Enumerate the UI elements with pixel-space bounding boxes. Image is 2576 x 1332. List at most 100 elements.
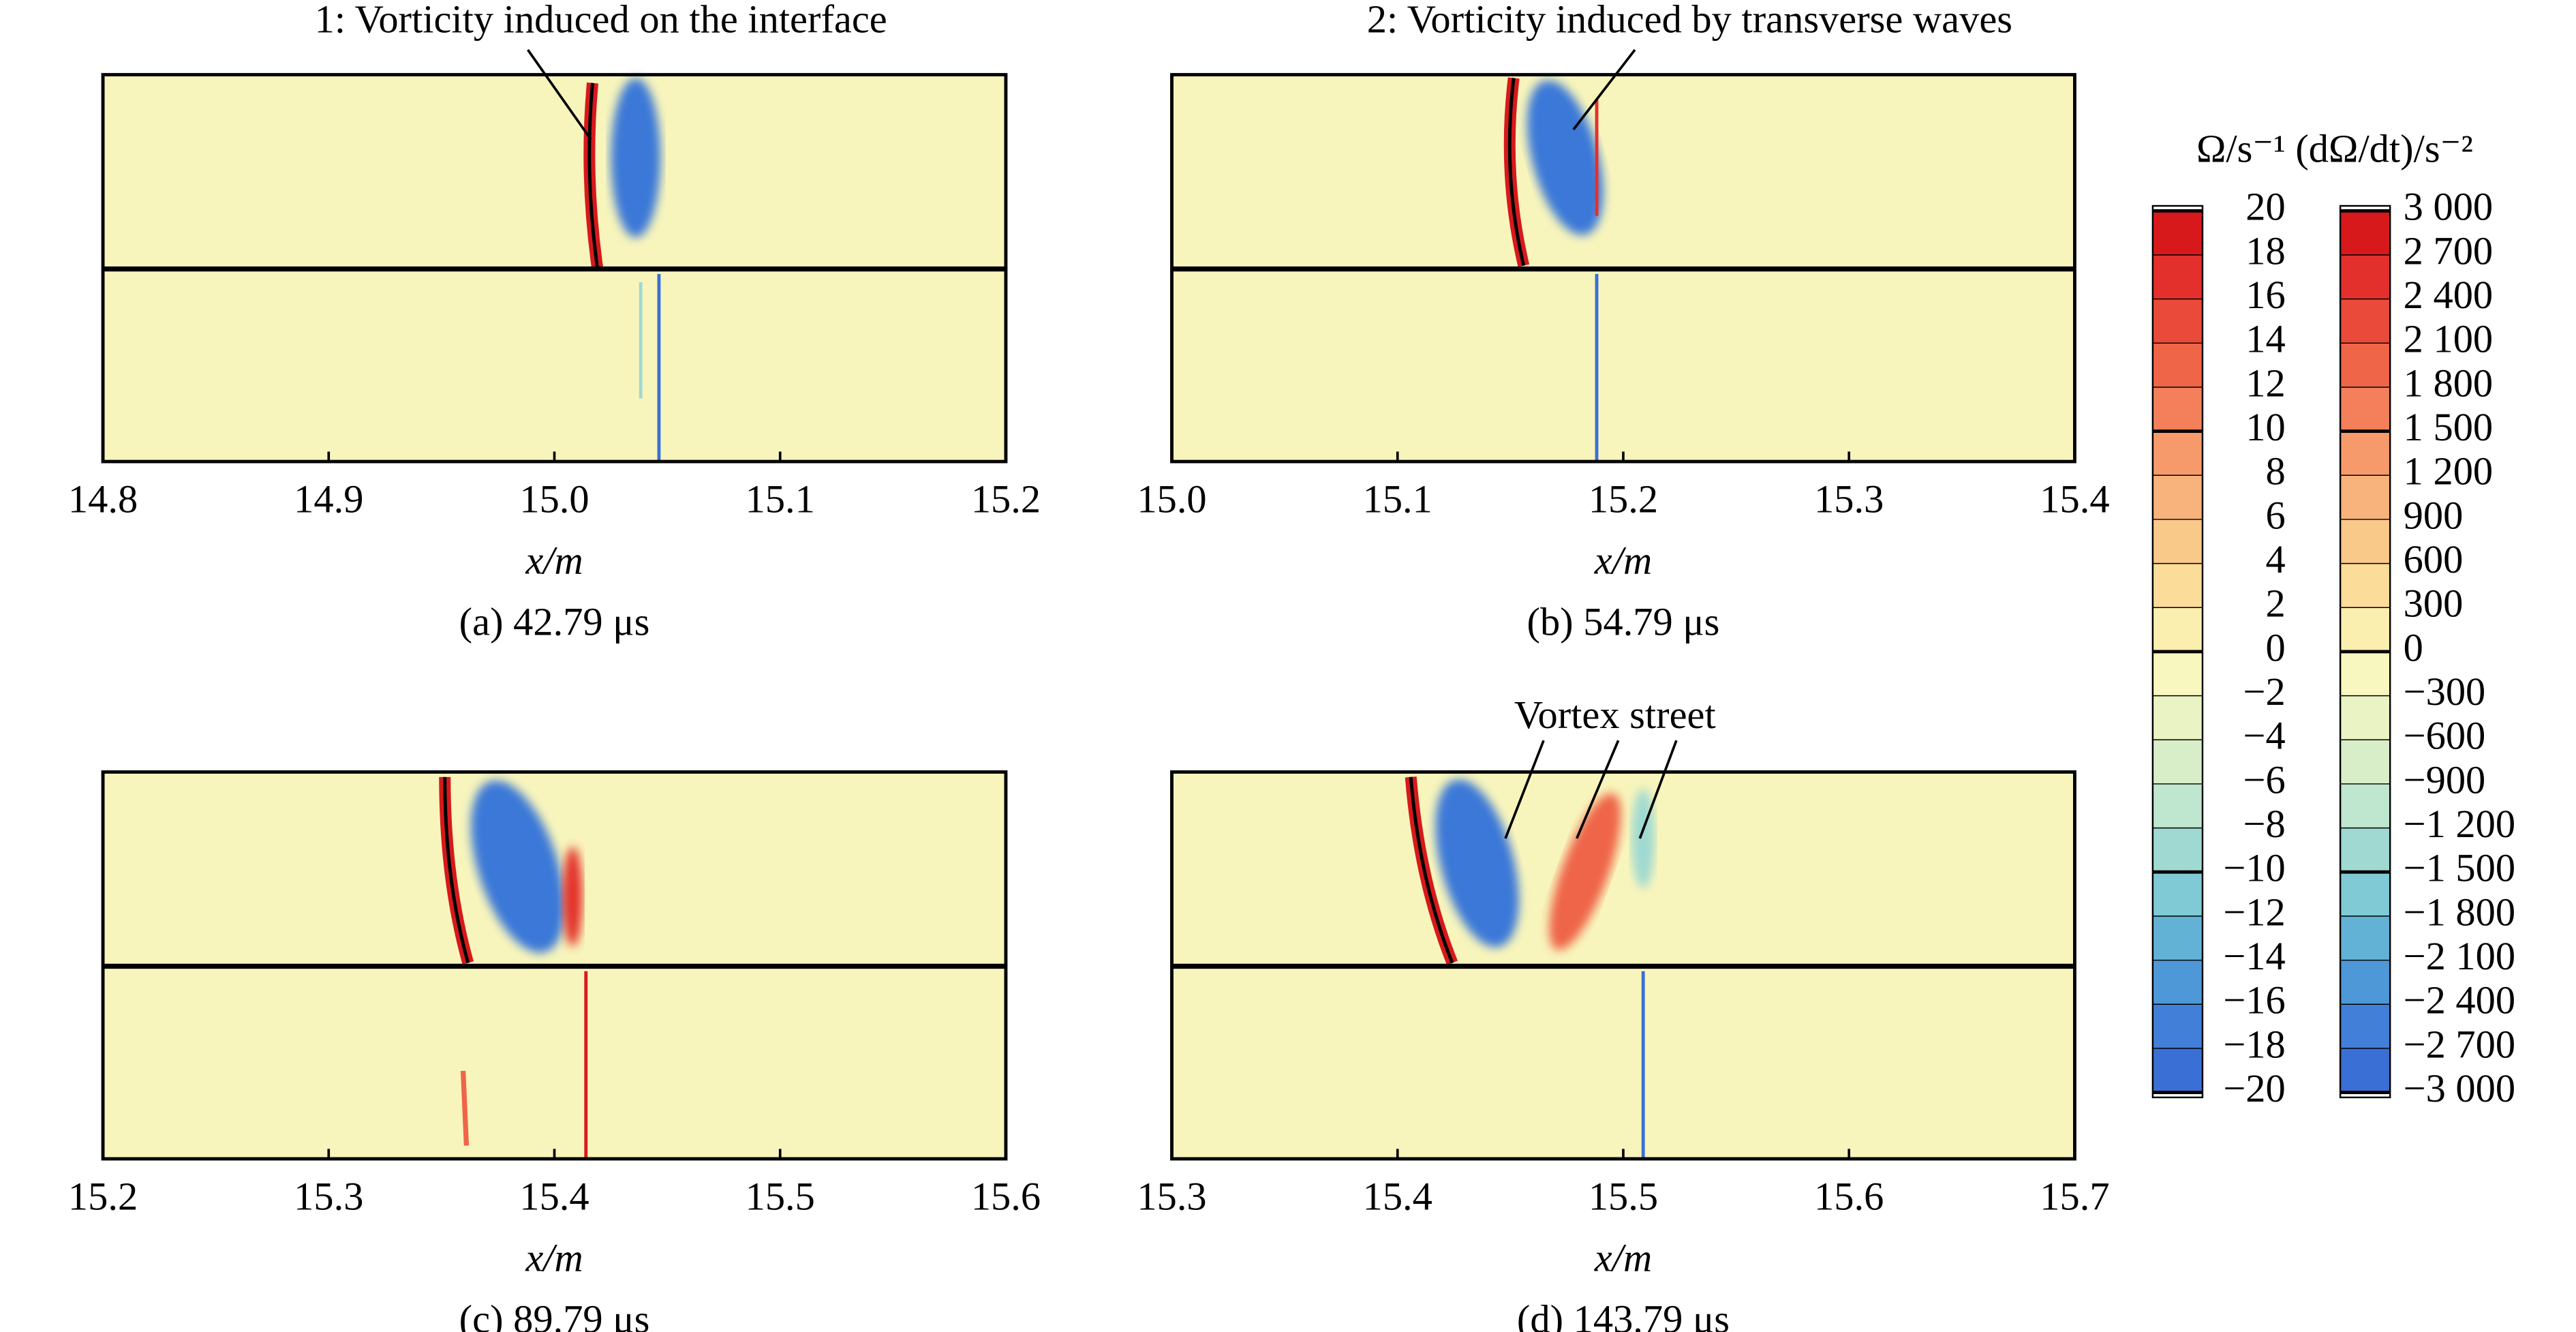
- colorbar-label: −3 000: [2404, 1066, 2515, 1110]
- x-axis-label: x/m: [1594, 538, 1652, 582]
- colorbar-band: [2152, 431, 2203, 476]
- colorbar-band: [2340, 607, 2391, 652]
- x-tick-label: 15.7: [2040, 1174, 2109, 1218]
- caption: (c) 89.79 μs: [459, 1297, 650, 1332]
- colorbar-band: [2152, 387, 2203, 432]
- leader-line: [1504, 740, 1545, 839]
- leader-line: [1572, 48, 1636, 131]
- x-tick-label: 14.8: [68, 476, 138, 521]
- colorbar-label: 1 200: [2404, 449, 2493, 494]
- colorbar-label: −16: [2223, 978, 2285, 1023]
- colorbar-label: 3 000: [2404, 185, 2493, 229]
- colorbar-band: [2340, 475, 2391, 519]
- interface-line: [1409, 776, 1454, 964]
- x-tick-label: 15.4: [1363, 1174, 1432, 1218]
- x-tick-label: 15.2: [68, 1174, 138, 1218]
- colorbar-label: −1 800: [2404, 890, 2515, 934]
- colorbar-label: 2 100: [2404, 317, 2493, 361]
- colorbar-band: [2340, 299, 2391, 344]
- colorbar-label: −8: [2243, 802, 2286, 846]
- colorbar-label: 600: [2404, 537, 2464, 581]
- colorbar-band: [2340, 651, 2391, 696]
- colorbar-band: [2152, 254, 2203, 299]
- x-tick-label: 15.0: [1137, 476, 1206, 521]
- colorbar-label: 12: [2245, 361, 2285, 405]
- colorbar-label: −20: [2223, 1066, 2285, 1110]
- leader-line: [527, 49, 592, 140]
- wave-line: [460, 1070, 470, 1146]
- colorbar-label: 2 400: [2404, 273, 2493, 317]
- x-tick-label: 15.4: [519, 1174, 589, 1218]
- colorbar-label: 300: [2404, 581, 2464, 626]
- colorbar-band: [2152, 519, 2203, 564]
- x-tick-label: 15.3: [1814, 476, 1884, 521]
- colorbar-title: (dΩ/dt)/s⁻²: [2295, 126, 2473, 170]
- x-tick-label: 15.0: [519, 476, 589, 521]
- interface-line: [443, 776, 470, 964]
- colorbar-label: 16: [2245, 273, 2285, 317]
- colorbar-band: [2152, 211, 2203, 255]
- leader-line: [1576, 740, 1620, 839]
- colorbar-band: [2340, 1004, 2391, 1048]
- colorbar-band: [2152, 1004, 2203, 1048]
- colorbar-band: [2340, 872, 2391, 916]
- x-tick-label: 15.1: [746, 476, 815, 521]
- colorbar-band: [2152, 563, 2203, 608]
- colorbar-band: [2152, 607, 2203, 652]
- colorbar-label: 2 700: [2404, 228, 2493, 273]
- x-tick-label: 15.6: [1814, 1174, 1884, 1218]
- vortex: [471, 780, 565, 953]
- colorbar-label: −2 100: [2404, 934, 2515, 978]
- colorbar-label: −900: [2404, 757, 2486, 802]
- colorbar-band: [2152, 960, 2203, 1005]
- colorbar-label: −14: [2223, 934, 2285, 978]
- colorbar-label: −1 200: [2404, 802, 2515, 846]
- colorbar-band: [2152, 651, 2203, 696]
- colorbar-label: −18: [2223, 1022, 2285, 1066]
- colorbar-band: [2340, 783, 2391, 828]
- vortex: [562, 847, 583, 947]
- interface-line: [1507, 78, 1526, 267]
- colorbar-label: −4: [2243, 714, 2286, 758]
- colorbar-label: 18: [2245, 228, 2285, 273]
- x-tick-label: 15.4: [2040, 476, 2109, 521]
- caption: (b) 54.79 μs: [1527, 600, 1720, 644]
- vortex: [1435, 779, 1519, 948]
- colorbar-band: [2152, 828, 2203, 873]
- colorbar-band: [2152, 1048, 2203, 1093]
- x-tick-label: 15.2: [1589, 476, 1658, 521]
- vortex: [1549, 793, 1621, 950]
- x-axis-label: x/m: [525, 1235, 583, 1280]
- colorbar-band: [2152, 475, 2203, 519]
- colorbar-label: 14: [2245, 317, 2285, 361]
- colorbar-label: 1 800: [2404, 361, 2493, 405]
- colorbar-band: [2152, 740, 2203, 784]
- colorbar-band: [2340, 828, 2391, 873]
- x-tick-label: 15.6: [971, 1174, 1041, 1218]
- colorbar-band: [2340, 960, 2391, 1005]
- colorbar-band: [2340, 740, 2391, 784]
- vortex: [1527, 80, 1604, 235]
- colorbar-label: 2: [2266, 581, 2286, 626]
- colorbar-band: [2340, 343, 2391, 387]
- interface-line: [587, 82, 600, 269]
- vortex: [611, 78, 661, 238]
- colorbar-band: [2340, 563, 2391, 608]
- colorbar-label: 0: [2266, 625, 2286, 669]
- colorbar-band: [2340, 211, 2391, 255]
- colorbar-band: [2152, 695, 2203, 740]
- annotation: 1: Vorticity induced on the interface: [315, 0, 887, 42]
- colorbar-label: 6: [2266, 493, 2286, 537]
- caption: (a) 42.79 μs: [459, 600, 650, 644]
- x-tick-label: 15.3: [294, 1174, 363, 1218]
- x-tick-label: 15.5: [1589, 1174, 1658, 1218]
- x-tick-label: 15.1: [1363, 476, 1432, 521]
- colorbar-band: [2340, 915, 2391, 960]
- x-axis-label: x/m: [1594, 1235, 1652, 1280]
- colorbar-band: [2340, 1048, 2391, 1093]
- colorbar-label: 900: [2404, 493, 2464, 537]
- colorbar-band: [2152, 915, 2203, 960]
- x-tick-label: 14.9: [294, 476, 363, 521]
- vortex: [1631, 788, 1655, 888]
- colorbar-band: [2152, 783, 2203, 828]
